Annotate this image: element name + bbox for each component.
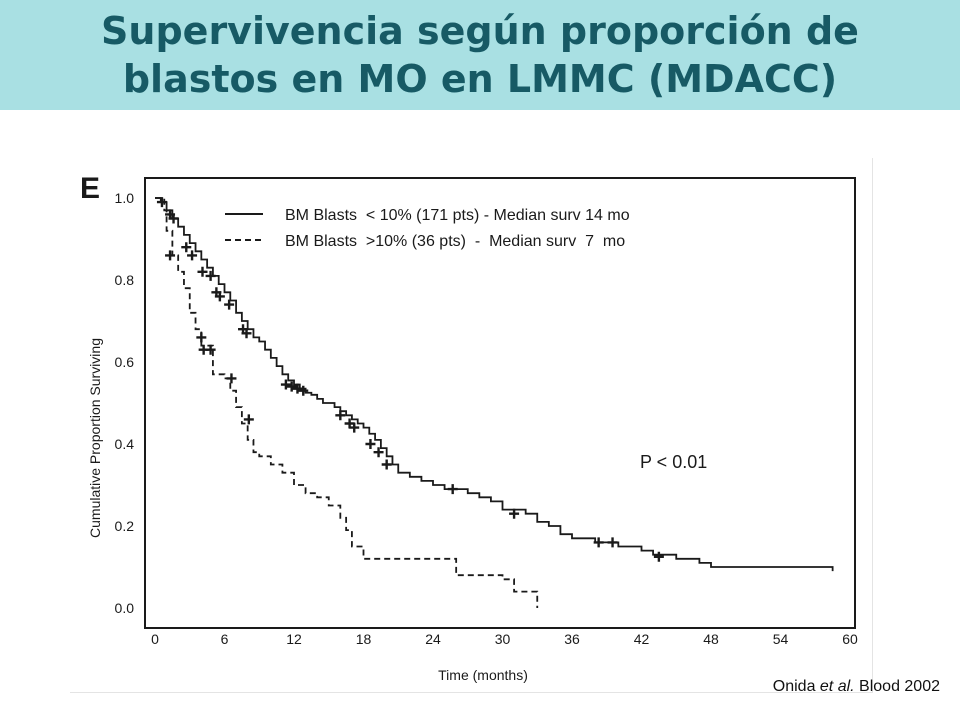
censor-mark <box>381 459 392 470</box>
y-axis-label: Cumulative Proportion Surviving <box>87 338 103 538</box>
x-axis-label: Time (months) <box>438 667 528 683</box>
censor-mark <box>168 213 179 224</box>
survival-figure: E 0 6 12 18 24 30 36 42 48 54 60 0.0 0.2 0.4 0.6 0.8 1.0… <box>70 158 873 693</box>
censor-mark <box>214 291 225 302</box>
y-tick-label: 1.0 <box>115 190 135 206</box>
censor-mark <box>365 439 376 449</box>
censor-mark <box>447 484 458 495</box>
censor-mark <box>349 422 360 433</box>
citation-etal: et al. <box>819 678 855 695</box>
censor-mark <box>593 537 604 548</box>
censor-mark <box>286 381 297 392</box>
censor-mark <box>205 270 216 281</box>
censor-mark <box>226 373 237 384</box>
censor-mark <box>165 250 176 261</box>
panel-label: E <box>80 172 100 205</box>
censor-mark <box>205 344 216 355</box>
censor-mark <box>196 332 207 343</box>
y-tick-label: 0.6 <box>115 354 135 370</box>
x-tick-label: 60 <box>842 631 858 647</box>
censor-mark <box>373 447 384 458</box>
slide-title-line-1: Supervivencia según proporción de <box>101 9 859 53</box>
censor-mark <box>241 328 252 339</box>
citation: Onida et al. Blood 2002 <box>773 678 940 696</box>
legend: BM Blasts < 10% (171 pts) - Median surv … <box>225 207 630 250</box>
title-band <box>0 0 960 110</box>
survival-curve-high-blasts <box>155 197 539 608</box>
p-value-annotation: P < 0.01 <box>640 452 707 472</box>
censor-mark <box>224 299 235 310</box>
censor-mark <box>187 250 198 261</box>
censor-mark <box>607 537 618 548</box>
censor-mark <box>335 410 346 421</box>
censor-mark <box>243 414 254 425</box>
x-tick-label: 54 <box>773 631 789 647</box>
x-tick-label: 36 <box>564 631 580 647</box>
censor-mark <box>280 379 291 390</box>
y-tick-label: 0.0 <box>115 600 135 616</box>
x-tick-label: 24 <box>425 631 441 647</box>
x-tick-label: 18 <box>356 631 372 647</box>
x-tick-label: 0 <box>151 631 159 647</box>
x-tick-label: 6 <box>221 631 229 647</box>
censor-mark <box>509 508 520 519</box>
censor-mark <box>156 197 167 208</box>
x-tick-label: 42 <box>634 631 650 647</box>
censor-mark <box>653 551 664 562</box>
kaplan-meier-chart: E 0 6 12 18 24 30 36 42 48 54 60 0.0 0.2 0.4 0.6 0.8 1.0… <box>80 172 858 683</box>
x-tick-label: 30 <box>495 631 511 647</box>
x-tick-label: 12 <box>286 631 302 647</box>
y-tick-label: 0.4 <box>115 436 135 452</box>
citation-author: Onida <box>772 678 820 695</box>
x-tick-label: 48 <box>703 631 719 647</box>
survival-curve-low-blasts <box>155 197 834 572</box>
censor-mark <box>292 383 303 394</box>
slide-title-line-2: blastos en MO en LMMC (MDACC) <box>122 57 838 101</box>
y-tick-label: 0.2 <box>115 518 135 534</box>
censor-mark <box>298 385 309 396</box>
legend-label-low-blasts: BM Blasts < 10% (171 pts) - Median surv … <box>285 207 630 224</box>
y-tick-label: 0.8 <box>115 272 135 288</box>
plot-frame <box>144 177 856 629</box>
censor-mark <box>197 266 208 277</box>
citation-source: Blood 2002 <box>854 678 940 695</box>
censor-mark <box>181 242 192 253</box>
legend-label-high-blasts: BM Blasts >10% (36 pts) - Median surv 7 … <box>285 233 625 250</box>
